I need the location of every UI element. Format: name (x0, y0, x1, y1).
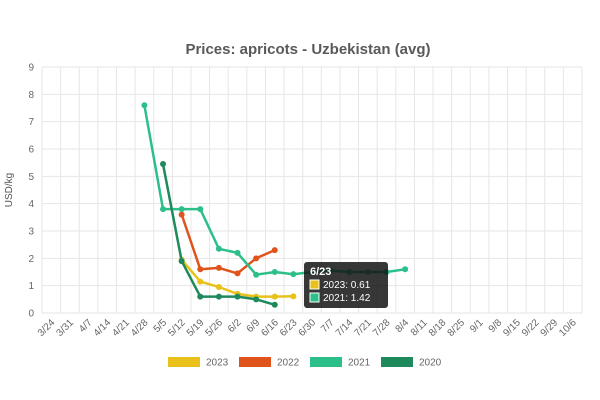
tooltip-box (304, 262, 388, 308)
x-tick-label: 7/14 (334, 317, 356, 339)
tooltip: 6/23 2023: 0.61 2021: 1.42 (304, 262, 388, 308)
legend-swatch (239, 357, 271, 367)
series-2023 (178, 256, 297, 300)
x-tick-label: 9/29 (539, 317, 561, 339)
data-point[interactable] (253, 271, 260, 278)
legend-item-2020[interactable]: 2020 (419, 358, 442, 369)
y-tick-label: 2 (28, 254, 34, 265)
tooltip-swatch (309, 292, 320, 303)
x-tick-label: 6/23 (278, 317, 300, 339)
chart-title: Prices: apricots - Uzbekistan (avg) (185, 41, 430, 58)
data-point[interactable] (234, 249, 241, 256)
data-point[interactable] (215, 284, 222, 291)
series-2022 (178, 211, 278, 277)
data-point[interactable] (178, 258, 185, 265)
data-point[interactable] (290, 271, 297, 278)
x-tick-label: 6/30 (297, 317, 319, 339)
x-tick-label: 5/12 (166, 317, 188, 339)
data-point[interactable] (197, 206, 204, 213)
x-tick-label: 10/6 (557, 317, 579, 339)
x-tick-label: 4/14 (92, 317, 114, 339)
data-point[interactable] (253, 296, 260, 303)
x-tick-label: 8/25 (446, 317, 468, 339)
x-tick-label: 9/22 (520, 317, 542, 339)
tooltip-swatch (309, 279, 320, 290)
x-tick-label: 4/21 (110, 317, 132, 339)
data-point[interactable] (271, 269, 278, 275)
data-point[interactable] (197, 266, 204, 273)
y-tick-label: 4 (28, 199, 34, 210)
data-point[interactable] (178, 206, 185, 213)
tooltip-title: 6/23 (310, 266, 331, 278)
x-tick-label: 7/21 (352, 317, 374, 339)
y-axis-label: USD/kg (4, 173, 15, 207)
x-tick-label: 6/2 (226, 317, 244, 335)
data-point[interactable] (178, 211, 185, 218)
series-line (180, 214, 276, 275)
data-point[interactable] (215, 264, 222, 271)
x-tick-label: 9/1 (468, 317, 486, 335)
y-tick-label: 8 (28, 90, 34, 101)
legend-swatch (168, 357, 200, 367)
x-tick-label: 8/11 (409, 317, 430, 338)
series-2020 (160, 161, 278, 308)
data-point[interactable] (234, 293, 241, 300)
data-point[interactable] (290, 293, 297, 300)
legend-swatch (381, 357, 413, 367)
data-point[interactable] (253, 255, 260, 262)
x-tick-label: 9/15 (501, 317, 523, 339)
y-tick-label: 1 (28, 281, 34, 292)
x-tick-label: 3/31 (55, 317, 77, 339)
x-tick-label: 8/4 (394, 317, 412, 335)
data-point[interactable] (141, 102, 148, 109)
x-tick-label: 6/16 (259, 317, 281, 339)
data-point[interactable] (197, 278, 204, 285)
y-tick-label: 5 (28, 172, 34, 183)
legend: 2023 2022 2021 2020 (168, 357, 442, 369)
legend-swatch (310, 357, 342, 367)
y-tick-label: 3 (28, 227, 34, 238)
grid (41, 66, 583, 314)
data-point[interactable] (160, 206, 167, 213)
legend-item-2022[interactable]: 2022 (277, 358, 300, 369)
data-point[interactable] (215, 293, 222, 300)
data-point[interactable] (234, 270, 241, 277)
legend-item-2023[interactable]: 2023 (206, 358, 229, 369)
legend-item-2021[interactable]: 2021 (348, 358, 371, 369)
y-tick-label: 7 (28, 117, 34, 128)
x-tick-label: 3/24 (36, 317, 58, 339)
y-tick-label: 6 (28, 145, 34, 156)
y-tick-label: 0 (28, 309, 34, 320)
x-tick-label: 5/26 (203, 317, 225, 339)
data-point[interactable] (160, 161, 167, 168)
data-point[interactable] (215, 245, 222, 252)
data-point[interactable] (271, 301, 278, 308)
tooltip-line: 2021: 1.42 (323, 293, 371, 304)
y-tick-label: 9 (28, 63, 34, 74)
x-tick-label: 7/28 (371, 317, 393, 339)
data-point[interactable] (271, 293, 278, 300)
tooltip-line: 2023: 0.61 (323, 280, 371, 291)
x-tick-label: 8/18 (427, 317, 449, 339)
x-tick-label: 5/19 (185, 317, 207, 339)
data-point[interactable] (402, 266, 409, 273)
data-point[interactable] (271, 247, 278, 254)
x-tick-label: 4/28 (129, 317, 151, 339)
data-point[interactable] (197, 293, 204, 300)
series-line (161, 163, 276, 306)
